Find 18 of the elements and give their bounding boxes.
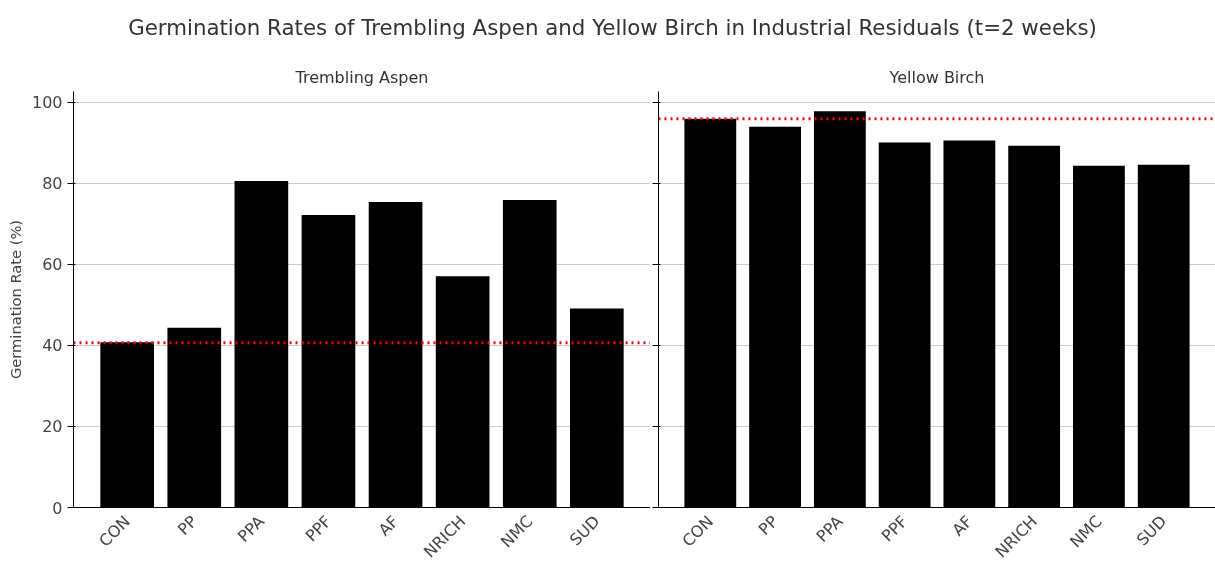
y-tick-label: 20 xyxy=(42,417,63,437)
x-tick-label: PPF xyxy=(877,511,912,546)
y-axis-title: Germination Rate (%) xyxy=(6,219,24,380)
chart-subtitle: Yellow Birch xyxy=(888,67,985,87)
chart-title: Germination Rates of Trembling Aspen and Yellow Birch in Industrial Residuals (t=2 weeks) xyxy=(128,14,1097,42)
y-tick-label: 60 xyxy=(42,255,63,275)
x-tick-label: PP xyxy=(173,511,202,539)
y-tick-label: 0 xyxy=(52,498,63,518)
x-tick-label: PP xyxy=(754,511,783,539)
x-tick-label: AF xyxy=(948,511,977,540)
y-tick-label: 80 xyxy=(42,174,63,194)
x-tick-label: PPA xyxy=(812,511,847,546)
x-tick-label: PPA xyxy=(233,511,269,546)
y-tick-label: 40 xyxy=(42,336,63,356)
x-tick-label: AF xyxy=(374,511,403,540)
chart-subtitle: Trembling Aspen xyxy=(294,67,429,87)
x-tick-label: PPF xyxy=(301,511,336,546)
y-tick-label: 100 xyxy=(31,93,63,113)
